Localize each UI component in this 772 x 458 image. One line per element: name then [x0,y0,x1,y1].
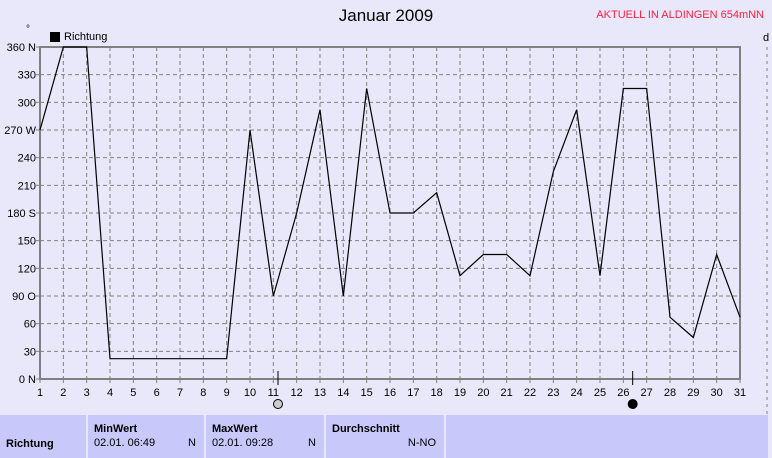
x-tick-label: 3 [84,387,90,399]
x-tick-label: 6 [154,387,160,399]
x-tick-label: 14 [337,387,349,399]
x-tick-label: 5 [130,387,136,399]
legend-label: Richtung [64,31,108,43]
x-tick-label: 13 [314,387,326,399]
max-date: 02.01. 09:28 [212,437,274,449]
max-value: N [308,437,316,449]
avg-header: Durchschnitt [332,423,400,435]
y-tick-label: 300 [18,97,36,109]
x-tick-label: 10 [244,387,256,399]
x-tick-label: 28 [664,387,676,399]
min-value: N [188,437,196,449]
x-tick-label: 18 [431,387,443,399]
x-tick-label: 15 [361,387,373,399]
y-tick-label: 60 [24,319,36,331]
right-axis-label: d [763,32,770,44]
legend-swatch [50,32,60,42]
y-tick-label: 120 [18,263,36,275]
y-tick-label: 0 N [19,374,36,386]
y-tick-label: 240 [18,153,36,165]
y-tick-label: 270 W [4,125,36,137]
chart-title: Januar 2009 [338,6,434,25]
y-tick-label: 210 [18,180,36,192]
stats-panel: Richtung MinWert 02.01. 06:49 N MaxWert 02.… [0,415,768,458]
x-tick-label: 19 [454,387,466,399]
row-label: Richtung [6,438,54,450]
x-tick-label: 16 [384,387,396,399]
y-tick-label: 330 [18,70,36,82]
x-tick-label: 23 [547,387,559,399]
x-tick-label: 11 [268,387,279,399]
x-tick-label: 12 [291,387,303,399]
x-tick-label: 8 [200,387,206,399]
x-tick-label: 25 [594,387,606,399]
y-tick-label: 360 N [7,42,36,54]
new-moon-icon [627,399,638,409]
x-tick-label: 30 [711,387,723,399]
x-tick-label: 21 [501,387,513,399]
x-tick-label: 2 [60,387,66,399]
x-tick-label: 31 [734,387,746,399]
y-unit: ° [26,24,30,35]
legend: Richtung [50,31,107,43]
x-tick-label: 20 [477,387,489,399]
y-tick-label: 90 O [12,291,36,303]
y-tick-label: 30 [24,346,36,358]
full-moon-icon [273,399,283,409]
x-tick-label: 7 [177,387,183,399]
x-tick-label: 4 [107,387,113,399]
y-tick-label: 180 S [7,208,36,220]
x-tick-label: 9 [224,387,230,399]
plot-frame [39,46,741,380]
x-tick-label: 1 [37,387,43,399]
x-tick-label: 17 [407,387,419,399]
x-tick-label: 27 [641,387,653,399]
max-header: MaxWert [212,423,258,435]
min-header: MinWert [94,423,138,435]
avg-value: N-NO [407,437,436,449]
station-badge: AKTUELL IN ALDINGEN 654mNN [596,9,764,21]
x-tick-label: 24 [571,387,583,399]
x-tick-label: 26 [617,387,629,399]
y-tick-label: 150 [18,236,36,248]
min-date: 02.01. 06:49 [94,437,156,449]
x-tick-label: 22 [524,387,536,399]
x-tick-label: 29 [687,387,699,399]
series-line-richtung [39,46,741,360]
